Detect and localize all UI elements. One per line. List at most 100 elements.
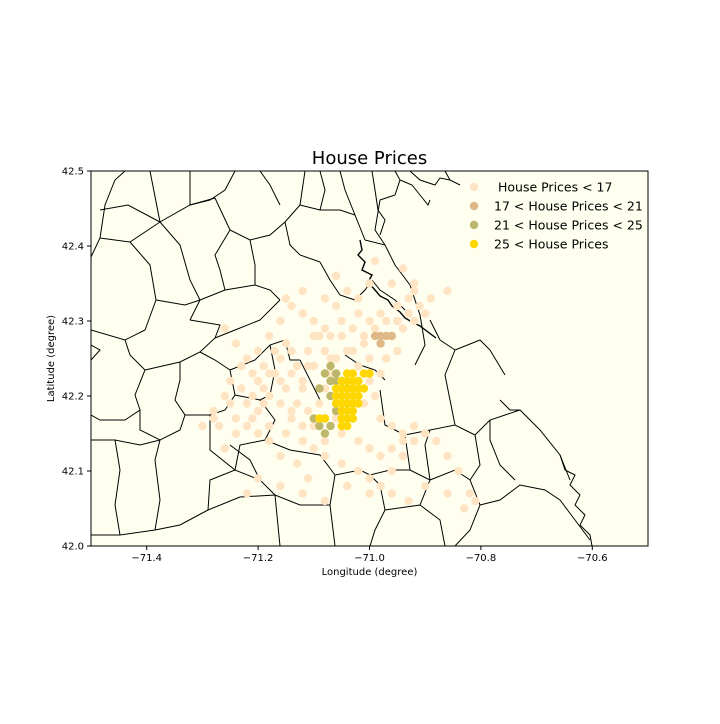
data-point — [242, 421, 252, 431]
data-point — [421, 429, 430, 438]
data-point — [421, 309, 430, 318]
x-tick-label: −71.4 — [131, 553, 162, 564]
data-point — [237, 384, 246, 393]
y-tick-label: 42.3 — [62, 317, 84, 328]
data-point — [393, 301, 402, 311]
data-point — [343, 286, 352, 296]
data-point — [320, 451, 330, 461]
county-boundary-line — [264, 439, 336, 476]
county-boundary-line — [207, 469, 276, 511]
county-boundary-line — [419, 504, 446, 546]
data-point — [343, 481, 352, 491]
county-boundary-line — [154, 439, 161, 531]
county-boundary-line — [319, 171, 326, 211]
data-point — [304, 406, 313, 416]
data-point — [265, 421, 274, 431]
data-point — [421, 481, 430, 491]
y-tick-label: 42.5 — [62, 167, 84, 178]
x-tick-label: −70.8 — [466, 553, 497, 564]
data-point — [265, 331, 274, 341]
legend-label: House Prices < 17 — [494, 180, 612, 195]
county-boundary-line — [444, 171, 461, 186]
data-point — [409, 279, 419, 288]
data-point — [231, 339, 240, 348]
data-point — [259, 361, 268, 371]
data-point — [214, 421, 224, 431]
data-point — [226, 376, 235, 386]
data-point — [292, 399, 302, 408]
legend-marker — [469, 220, 479, 230]
data-point — [309, 316, 318, 326]
data-point — [315, 384, 324, 393]
data-point — [365, 369, 374, 378]
county-boundary-line — [559, 454, 593, 546]
county-boundary-line — [139, 362, 186, 441]
county-boundary-line — [274, 494, 336, 546]
county-boundary-line — [91, 171, 126, 258]
legend: House Prices < 17 17 < House Prices < 21 2… — [469, 180, 643, 252]
data-point — [443, 451, 452, 461]
data-point — [287, 301, 296, 311]
data-point — [354, 436, 363, 446]
data-point — [398, 429, 408, 438]
data-point — [298, 309, 307, 318]
x-axis: −71.4 −71.2 −71.0 −70.8 −70.6 — [131, 546, 608, 564]
data-point — [365, 354, 374, 363]
data-point — [304, 361, 313, 371]
data-point — [281, 294, 291, 303]
data-point — [281, 339, 291, 348]
y-tick-label: 42.2 — [62, 392, 84, 403]
data-point — [292, 361, 302, 371]
y-tick-label: 42.1 — [62, 467, 84, 478]
county-boundary-line — [91, 439, 161, 446]
county-boundary-line — [149, 171, 236, 223]
county-boundary-line — [499, 399, 520, 411]
data-point — [398, 324, 408, 333]
data-point — [320, 414, 330, 423]
data-point — [253, 406, 263, 416]
data-point — [265, 369, 274, 378]
data-point — [265, 436, 274, 446]
county-boundary-line — [374, 171, 401, 246]
data-point — [365, 444, 374, 453]
data-point — [253, 376, 263, 386]
data-point — [432, 436, 441, 446]
data-point — [365, 489, 374, 498]
county-boundary-line — [91, 241, 157, 341]
data-point — [354, 466, 363, 476]
data-point — [359, 331, 369, 341]
data-point — [326, 421, 335, 431]
data-point — [287, 369, 296, 378]
county-boundary-line — [364, 239, 411, 286]
county-boundary-line — [299, 359, 321, 401]
data-point — [298, 376, 307, 386]
data-point — [387, 421, 396, 431]
legend-marker — [469, 201, 479, 211]
county-boundary-line — [319, 261, 373, 301]
data-point — [259, 384, 268, 393]
data-point — [359, 384, 369, 393]
data-point — [248, 369, 257, 378]
x-tick-label: −71.0 — [354, 553, 385, 564]
data-point — [404, 496, 413, 506]
data-point — [359, 339, 369, 348]
data-point — [365, 279, 374, 288]
data-point — [354, 361, 363, 371]
data-point — [242, 354, 252, 363]
data-point — [331, 399, 341, 408]
data-point — [354, 399, 363, 408]
data-point — [287, 346, 296, 356]
data-point — [331, 384, 341, 393]
county-boundary-line — [114, 439, 121, 536]
data-point — [304, 474, 313, 483]
data-point — [393, 316, 402, 326]
data-point — [365, 474, 374, 483]
data-point — [404, 309, 413, 318]
county-boundaries-map — [91, 171, 593, 546]
data-point — [276, 481, 285, 491]
data-point — [320, 436, 330, 446]
data-point — [315, 421, 324, 431]
data-point — [276, 451, 285, 461]
data-point — [326, 361, 335, 371]
data-point — [348, 346, 357, 356]
